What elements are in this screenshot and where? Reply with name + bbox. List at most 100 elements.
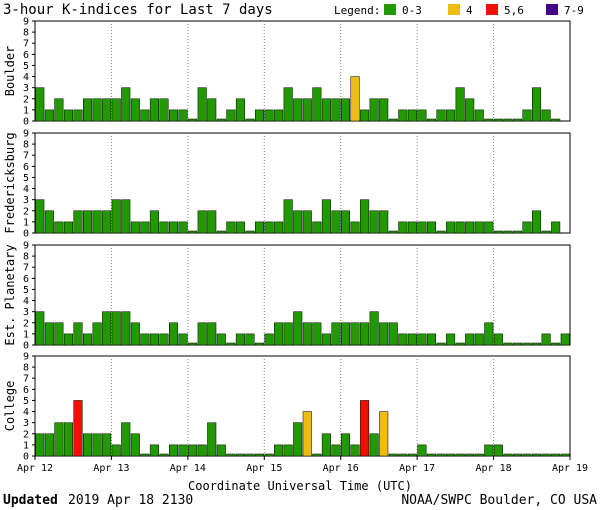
k-index-bar: [302, 411, 312, 457]
k-index-bar: [541, 230, 551, 234]
k-index-bar: [398, 453, 408, 457]
k-index-bar: [73, 322, 83, 346]
k-index-bar: [83, 98, 93, 122]
k-index-bar: [169, 444, 179, 457]
k-index-bar: [350, 322, 360, 346]
x-axis-ticks: Apr 12 Apr 13 Apr 14 Apr 15 Apr 16 Apr 17 Apr …: [17, 456, 588, 474]
k-index-bar: [92, 433, 102, 457]
k-index-bar: [274, 322, 284, 346]
k-index-bar: [379, 210, 389, 234]
k-index-bar: [245, 333, 255, 346]
x-tick-label: Apr 15: [246, 463, 282, 474]
k-index-bar: [532, 210, 542, 234]
k-index-bar: [92, 210, 102, 234]
k-index-bar: [493, 333, 503, 346]
k-index-bar: [331, 210, 341, 234]
y-tick-label: 8: [23, 28, 29, 39]
k-index-bar: [35, 87, 45, 122]
k-index-bar: [340, 322, 351, 346]
k-index-bar: [369, 311, 379, 346]
station-label: College: [3, 381, 17, 432]
y-tick-label: 0: [23, 341, 29, 352]
k-index-bar: [245, 230, 255, 234]
k-index-bar: [140, 221, 150, 234]
k-index-bar: [417, 109, 427, 122]
k-index-bar: [312, 453, 322, 457]
k-index-bar: [369, 433, 379, 457]
x-tick-label: Apr 17: [399, 463, 435, 474]
k-index-bar: [484, 118, 494, 122]
k-index-bar: [226, 221, 236, 234]
k-index-bar: [121, 87, 131, 122]
k-index-bar: [350, 221, 360, 234]
k-index-bar: [54, 322, 64, 346]
k-index-bar: [44, 210, 54, 234]
k-index-bar: [197, 444, 207, 457]
x-tick-label: Apr 19: [552, 463, 588, 474]
k-index-bar: [379, 322, 389, 346]
y-tick-label: 4: [23, 184, 29, 195]
k-index-bar: [169, 322, 179, 346]
y-tick-label: 1: [23, 440, 29, 451]
k-index-bar: [388, 230, 398, 234]
y-tick-label: 0: [23, 452, 29, 463]
k-index-bar: [283, 87, 293, 122]
k-index-bar: [83, 433, 93, 457]
panel-frame: [34, 355, 571, 457]
k-index-bar: [388, 453, 398, 457]
k-index-bar: [503, 342, 513, 346]
k-index-bar: [407, 109, 417, 122]
k-index-bar: [446, 333, 456, 346]
k-index-bar: [512, 453, 522, 457]
k-index-bar: [426, 221, 437, 234]
y-tick-label: 0: [23, 229, 29, 240]
y-tick-label: 2: [23, 94, 29, 105]
y-tick-label: 5: [23, 173, 29, 184]
k-index-bar: [512, 118, 522, 122]
k-index-bar: [63, 109, 73, 122]
k-index-bar: [302, 210, 312, 234]
k-index-bar: [417, 221, 427, 234]
k-index-bar: [274, 221, 284, 234]
k-index-bar: [321, 98, 331, 122]
k-index-bar: [541, 109, 551, 122]
k-index-bar: [493, 444, 503, 457]
k-index-bar: [302, 322, 312, 346]
y-tick-label: 8: [23, 252, 29, 263]
k-index-bar: [264, 453, 274, 457]
k-index-bar: [274, 109, 284, 122]
k-index-bar: [340, 98, 351, 122]
k-index-bar: [379, 411, 389, 457]
k-index-bar: [493, 118, 503, 122]
y-tick-label: 3: [23, 307, 29, 318]
k-index-bar: [254, 453, 265, 457]
k-index-bar: [197, 322, 207, 346]
k-index-bar: [111, 444, 121, 457]
y-tick-label: 5: [23, 396, 29, 407]
k-index-bar: [522, 342, 532, 346]
k-index-bar: [551, 221, 561, 234]
k-index-bar: [140, 109, 150, 122]
k-index-bar: [188, 444, 198, 457]
k-index-bar: [407, 221, 417, 234]
k-index-bar: [245, 453, 255, 457]
k-index-bar: [235, 98, 245, 122]
updated-label: Updated: [3, 493, 58, 508]
station-label: Fredericksburg: [3, 132, 17, 233]
k-index-bar: [302, 98, 312, 122]
updated-value: 2019 Apr 18 2130: [68, 493, 193, 508]
k-index-bar: [102, 433, 112, 457]
station-panels: 0123456789Boulder0123456789Fredericksbur…: [3, 17, 571, 463]
y-tick-label: 1: [23, 217, 29, 228]
k-index-bar: [541, 453, 551, 457]
k-index-bar: [398, 333, 408, 346]
k-index-bar: [369, 210, 379, 234]
y-tick-label: 9: [23, 17, 29, 28]
k-index-bar: [207, 210, 217, 234]
k-index-bar: [121, 199, 131, 234]
k-index-bar: [465, 453, 475, 457]
panel-frame: [34, 20, 571, 122]
k-index-bar: [130, 322, 140, 346]
y-tick-label: 9: [23, 129, 29, 140]
x-tick-label: Apr 14: [170, 463, 206, 474]
